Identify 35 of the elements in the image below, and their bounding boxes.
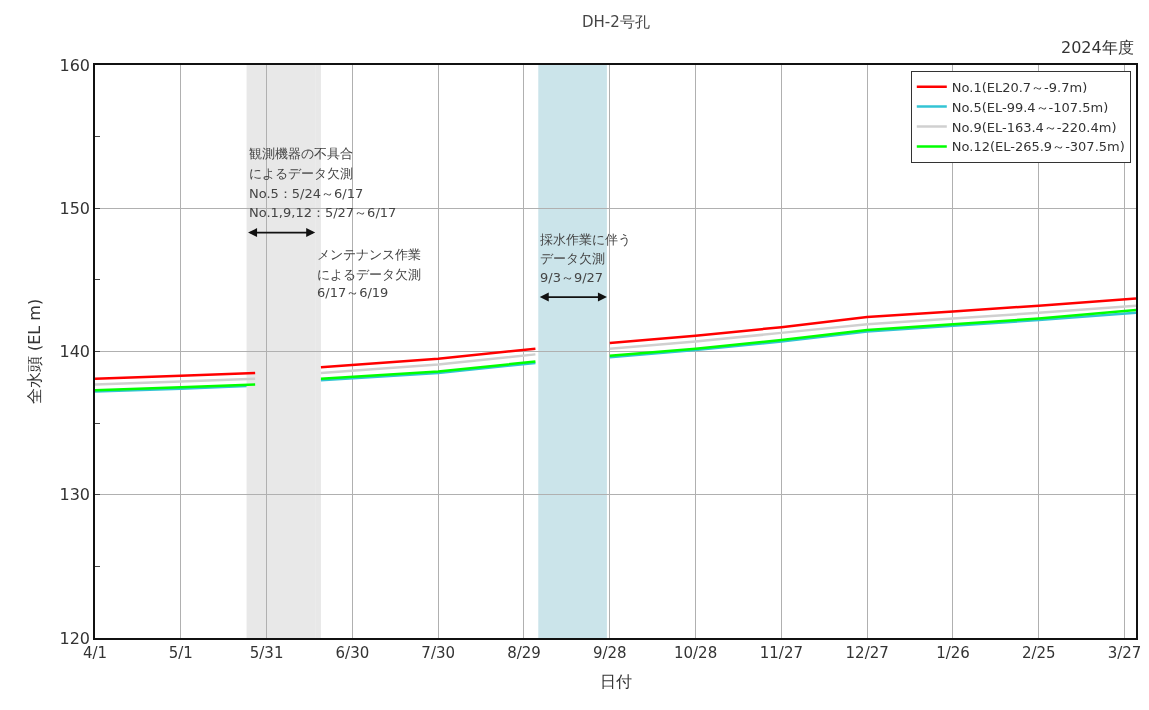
legend-label: No.1(EL20.7～-9.7m) xyxy=(951,79,1088,95)
annotation: メンテナンス作業 xyxy=(317,247,421,262)
y-axis-title: 全水頭 (EL m) xyxy=(24,298,44,405)
y-tick-label: 160 xyxy=(59,55,91,75)
legend-label: No.5(EL-99.4～-107.5m) xyxy=(951,99,1109,115)
legend-label: No.12(EL-265.9～-307.5m) xyxy=(951,139,1125,155)
x-tick-label: 3/27 xyxy=(1107,643,1142,662)
y-tick-label: 150 xyxy=(59,198,91,218)
x-tick-label: 10/28 xyxy=(673,643,718,662)
annotation: 9/3～9/27 xyxy=(540,270,604,285)
x-tick-label: 11/27 xyxy=(759,643,803,662)
x-tick-label: 8/29 xyxy=(507,643,541,662)
annotation: 6/17～6/19 xyxy=(317,285,389,300)
annotation: データ欠測 xyxy=(540,251,605,266)
y-tick-label: 140 xyxy=(59,342,91,362)
x-tick-label: 1/26 xyxy=(936,643,970,662)
y-tick-label: 130 xyxy=(59,485,91,505)
x-tick-label: 5/1 xyxy=(168,643,193,662)
annotation: によるデータ欠測 xyxy=(249,166,353,181)
x-tick-label: 4/1 xyxy=(82,643,108,662)
chart-subtitle: 2024年度 xyxy=(1061,38,1134,57)
x-tick-label: 2/25 xyxy=(1021,643,1056,662)
x-tick-label: 6/30 xyxy=(335,643,370,662)
legend-label: No.9(EL-163.4～-220.4m) xyxy=(951,119,1117,135)
x-tick-label: 12/27 xyxy=(845,643,889,662)
x-tick-label: 9/28 xyxy=(592,643,627,662)
annotation: 観測機器の不具合 xyxy=(249,146,353,161)
x-tick-label: 7/30 xyxy=(421,643,456,662)
x-axis-title: 日付 xyxy=(599,671,632,691)
chart-title: DH-2号孔 xyxy=(582,13,650,31)
annotation: 採水作業に伴う xyxy=(540,232,631,247)
annotation: No.5：5/24～6/17 xyxy=(249,186,364,201)
annotation: No.1,9,12：5/27～6/17 xyxy=(249,205,397,220)
x-tick-label: 5/31 xyxy=(249,643,284,662)
annotation: によるデータ欠測 xyxy=(317,267,421,282)
